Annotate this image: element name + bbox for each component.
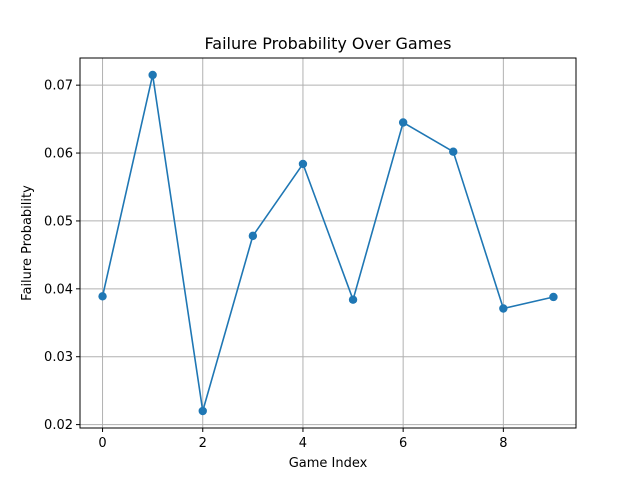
x-axis-title: Game Index <box>289 456 368 471</box>
x-tick-label: 6 <box>399 436 407 451</box>
x-tick-label: 8 <box>499 436 507 451</box>
tick-layer: 0 2 4 6 8 0.02 0.03 0.04 0.05 0.06 0.07 <box>44 79 507 451</box>
chart-title: Failure Probability Over Games <box>205 34 452 53</box>
plot-frame <box>79 57 577 429</box>
x-tick-label: 0 <box>98 436 106 451</box>
data-point <box>449 147 458 156</box>
y-tick-label: 0.05 <box>44 214 73 229</box>
series-layer <box>98 70 558 416</box>
series-line <box>101 74 554 412</box>
data-point <box>98 292 107 301</box>
data-point <box>298 159 308 169</box>
y-tick-label: 0.06 <box>44 147 73 162</box>
x-tick-label: 4 <box>299 436 307 451</box>
y-tick-label: 0.02 <box>44 418 73 433</box>
y-axis-title: Failure Probability <box>20 185 35 301</box>
data-point <box>348 295 358 304</box>
data-point <box>248 231 258 241</box>
y-tick-label: 0.03 <box>44 350 73 365</box>
data-point <box>148 70 157 80</box>
y-tick-label: 0.04 <box>44 282 73 297</box>
data-point <box>198 406 207 416</box>
data-point <box>398 118 408 127</box>
x-tick-label: 2 <box>199 436 207 451</box>
data-point <box>549 292 558 302</box>
y-tick-label: 0.07 <box>44 79 73 94</box>
data-point <box>499 304 508 313</box>
grid-layer <box>80 58 576 428</box>
